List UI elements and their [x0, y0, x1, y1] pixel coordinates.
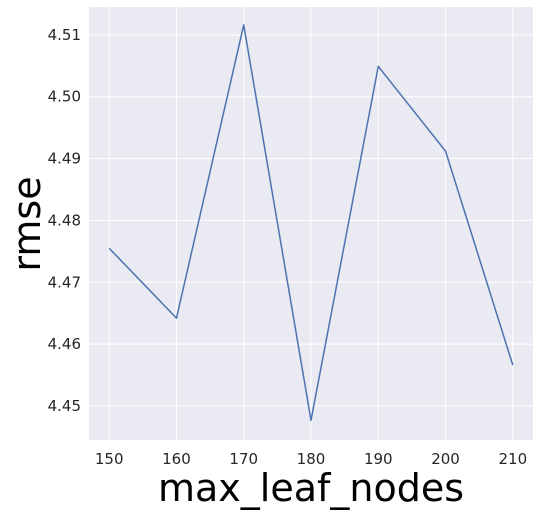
y-tick-label: 4.47 [48, 273, 81, 291]
y-tick-label: 4.46 [48, 335, 81, 353]
x-tick-label: 170 [229, 450, 258, 468]
y-tick-label: 4.45 [48, 397, 81, 415]
x-tick-label: 190 [364, 450, 393, 468]
y-tick-labels: 4.45 4.46 4.47 4.48 4.49 4.50 4.51 [48, 26, 81, 415]
series-layer [108, 24, 514, 421]
series-line [108, 24, 514, 421]
grid-lines [89, 7, 533, 440]
x-tick-label: 160 [162, 450, 191, 468]
x-axis-title: max_leaf_nodes [158, 466, 464, 510]
x-tick-label: 210 [498, 450, 527, 468]
y-tick-label: 4.49 [48, 150, 81, 168]
x-tick-label: 150 [95, 450, 124, 468]
y-axis-title: rmse [5, 176, 49, 271]
x-tick-label: 180 [297, 450, 326, 468]
x-tick-labels: 150 160 170 180 190 200 210 [95, 450, 527, 468]
y-tick-label: 4.51 [48, 26, 81, 44]
x-tick-label: 200 [431, 450, 460, 468]
y-tick-label: 4.48 [48, 211, 81, 229]
y-tick-label: 4.50 [48, 88, 81, 106]
